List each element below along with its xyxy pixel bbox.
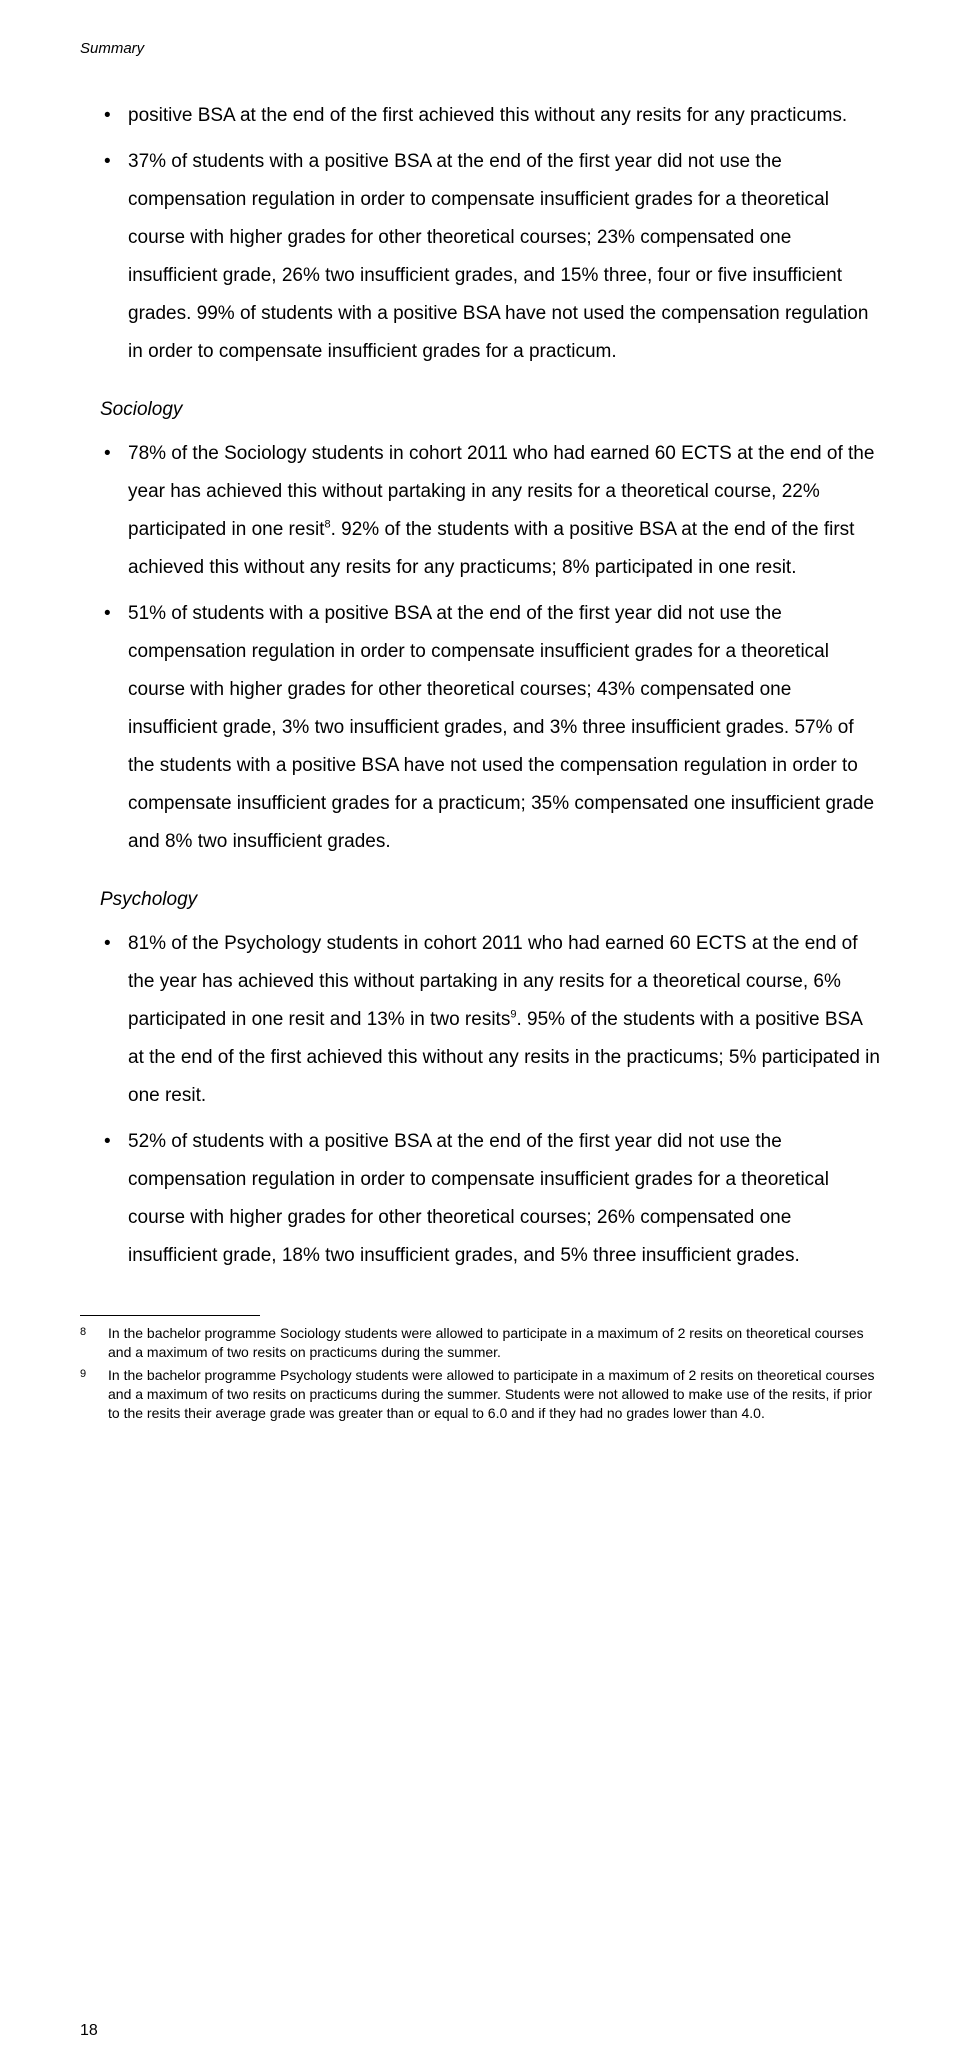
footnote-separator [80,1315,260,1316]
list-item: positive BSA at the end of the first ach… [100,97,880,135]
footnote-number: 9 [80,1366,108,1423]
page-container: Summary positive BSA at the end of the f… [0,0,960,2070]
list-item: 51% of students with a positive BSA at t… [100,595,880,861]
intro-bullet-list: positive BSA at the end of the first ach… [100,97,880,371]
list-item: 81% of the Psychology students in cohort… [100,925,880,1115]
list-item: 52% of students with a positive BSA at t… [100,1123,880,1275]
list-item: 37% of students with a positive BSA at t… [100,143,880,371]
footnote-text: In the bachelor programme Psychology stu… [108,1366,880,1423]
sociology-bullet-list: 78% of the Sociology students in cohort … [100,435,880,861]
running-header: Summary [80,40,880,57]
footnote-text: In the bachelor programme Sociology stud… [108,1324,880,1362]
list-item: 78% of the Sociology students in cohort … [100,435,880,587]
footnotes-block: 8 In the bachelor programme Sociology st… [80,1324,880,1422]
section-heading-sociology: Sociology [100,399,880,421]
section-heading-psychology: Psychology [100,889,880,911]
footnote-number: 8 [80,1324,108,1362]
page-number: 18 [80,2022,98,2040]
footnote: 8 In the bachelor programme Sociology st… [80,1324,880,1362]
footnote: 9 In the bachelor programme Psychology s… [80,1366,880,1423]
psychology-bullet-list: 81% of the Psychology students in cohort… [100,925,880,1275]
